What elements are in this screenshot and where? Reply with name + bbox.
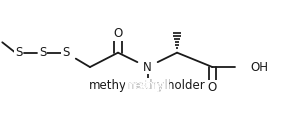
Text: N: N	[143, 61, 152, 74]
Text: OH: OH	[251, 61, 269, 74]
Text: S: S	[62, 46, 69, 59]
Text: methyl_placeholder: methyl_placeholder	[89, 79, 206, 92]
Text: S: S	[39, 46, 46, 59]
Text: methyl: methyl	[127, 79, 168, 92]
Text: S: S	[15, 46, 22, 59]
Text: O: O	[208, 81, 217, 94]
Text: O: O	[113, 27, 122, 40]
Text: methyl: methyl	[145, 85, 150, 86]
Text: methyl_: methyl_	[124, 79, 171, 92]
Text: methyl: methyl	[127, 79, 168, 92]
